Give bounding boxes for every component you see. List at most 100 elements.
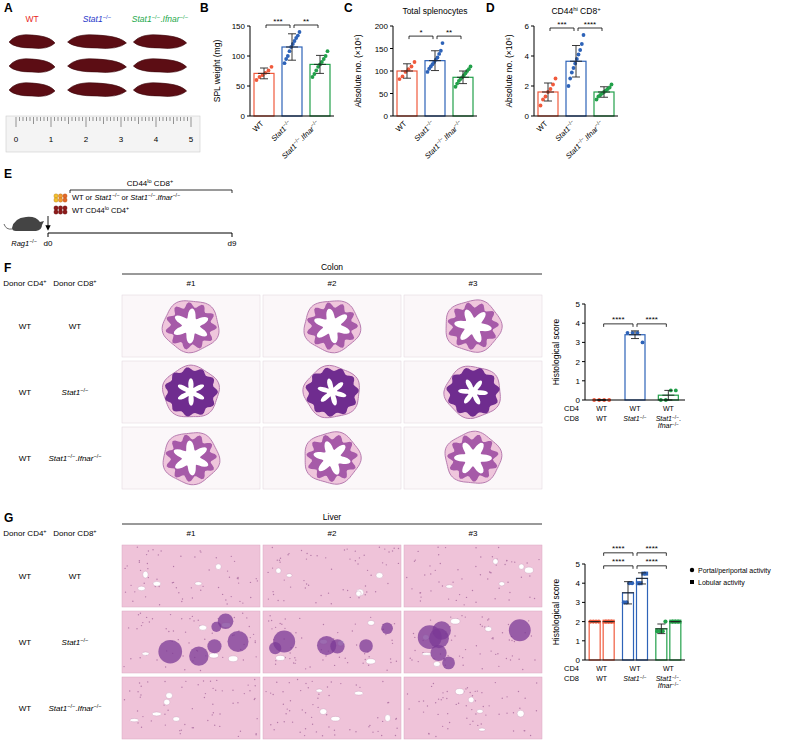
data-point: [312, 72, 316, 76]
speckle: [489, 571, 490, 572]
speckle: [334, 734, 335, 735]
speckle: [395, 735, 396, 736]
ruler-label: 4: [154, 135, 159, 144]
speckle: [465, 616, 466, 617]
text-span: CD4: [564, 404, 579, 413]
speckle: [495, 682, 496, 683]
histology-image: [404, 611, 542, 673]
speckle: [328, 726, 329, 727]
vessel: [519, 564, 524, 569]
text-span: Stat1: [48, 704, 67, 713]
speckle: [204, 639, 205, 640]
speckle: [382, 681, 383, 682]
speckle: [450, 616, 451, 617]
ruler-tick: [58, 117, 59, 121]
text-span: 3: [119, 135, 124, 144]
speckle: [472, 721, 473, 722]
text-span: 5: [576, 560, 581, 569]
speckle: [126, 565, 127, 566]
tissue-mucosa: [165, 368, 218, 417]
data-point: [296, 34, 300, 38]
x-tick-label: Stat1−/−: [412, 118, 437, 143]
significance-label: **: [446, 28, 452, 37]
x-axis: [393, 116, 477, 117]
text-span: 1: [576, 637, 581, 646]
y-tick-label: 4: [576, 319, 581, 328]
speckle: [136, 628, 137, 629]
infiltrate: [207, 639, 221, 653]
speckle: [396, 661, 397, 662]
speckle: [194, 556, 195, 557]
speckle: [279, 560, 280, 561]
image-frame: [404, 427, 542, 489]
speckle: [152, 618, 153, 619]
speckle: [232, 703, 233, 704]
speckle: [301, 550, 302, 551]
speckle: [180, 556, 181, 557]
speckle: [480, 556, 481, 557]
speckle: [414, 637, 415, 638]
speckle: [305, 728, 306, 729]
speckle: [130, 658, 131, 659]
speckle: [398, 548, 399, 549]
text-span: CD4: [109, 206, 126, 215]
infiltrate: [273, 631, 295, 653]
ruler-tick: [191, 117, 192, 127]
speckle: [231, 596, 232, 597]
tissue-header: Colon: [321, 262, 343, 272]
speckle: [467, 687, 468, 688]
text-span: 5: [189, 135, 194, 144]
vessel: [433, 661, 440, 666]
cell-icon: [63, 194, 67, 198]
y-tick-label: 150: [232, 22, 246, 31]
speckle: [238, 736, 239, 737]
speckle: [423, 700, 424, 701]
speckle: [308, 687, 309, 688]
text-span: −/−: [180, 14, 189, 20]
error-bar: [636, 573, 648, 584]
data-point: [663, 620, 667, 624]
text-span: WT: [596, 665, 608, 672]
speckle: [287, 708, 288, 709]
row-label: CD4: [564, 664, 579, 673]
image-frame: [263, 361, 401, 423]
significance-label: ****: [612, 544, 624, 553]
speckle: [165, 628, 166, 629]
text-span: −/−: [640, 675, 647, 680]
y-tick: [531, 86, 534, 87]
ruler-label: 0: [14, 135, 19, 144]
speckle: [494, 598, 495, 599]
y-tick: [247, 86, 250, 87]
speckle: [199, 550, 200, 551]
speckle: [275, 664, 276, 665]
text-span: 0: [525, 112, 530, 121]
y-tick: [531, 26, 534, 27]
speckle: [156, 579, 157, 580]
plot-data: [588, 572, 681, 660]
speckle: [185, 631, 186, 632]
speckle: [480, 574, 481, 575]
genotype-label: Stat1−/−.Ifnar−/−: [132, 14, 189, 24]
speckle: [234, 617, 235, 618]
speckle: [423, 711, 424, 712]
data-point: [582, 33, 586, 37]
row-label: CD8: [564, 414, 579, 423]
speckle: [387, 702, 388, 703]
speckle: [200, 590, 201, 591]
image-frame: [122, 427, 260, 489]
speckle: [438, 581, 439, 582]
text-span: ****: [612, 315, 624, 324]
speckle: [536, 710, 537, 711]
bar: [254, 73, 274, 116]
speckle: [445, 547, 446, 548]
speckle: [368, 656, 369, 657]
data-point: [674, 389, 678, 393]
text-span: Stat1: [132, 14, 152, 24]
data-point: [572, 66, 576, 70]
text-span: −/−: [29, 238, 37, 244]
speckle: [147, 563, 148, 564]
speckle: [137, 710, 138, 711]
speckle: [529, 575, 530, 576]
ruler-tick: [33, 117, 34, 124]
image-frame: [404, 677, 542, 739]
